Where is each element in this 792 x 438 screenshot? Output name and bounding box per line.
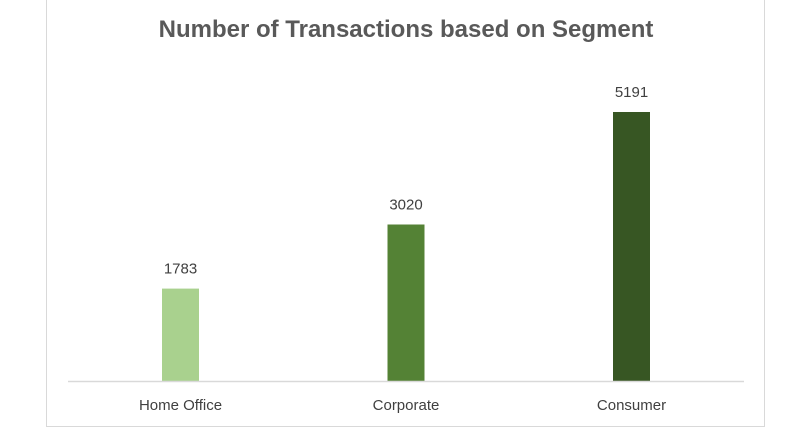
data-label-consumer: 5191 xyxy=(615,84,648,101)
bar-consumer xyxy=(613,112,650,381)
chart-title: Number of Transactions based on Segment xyxy=(159,16,654,43)
data-labels: 1783 3020 5191 xyxy=(164,84,648,278)
data-label-home-office: 1783 xyxy=(164,261,197,278)
x-axis-ticks: Home Office Corporate Consumer xyxy=(139,397,666,414)
bar-home-office xyxy=(162,288,199,381)
x-tick-corporate: Corporate xyxy=(373,397,440,414)
bar-corporate xyxy=(387,224,425,381)
bar-series xyxy=(162,112,650,381)
x-tick-consumer: Consumer xyxy=(597,397,666,414)
x-tick-home-office: Home Office xyxy=(139,397,222,414)
data-label-corporate: 3020 xyxy=(389,197,422,214)
